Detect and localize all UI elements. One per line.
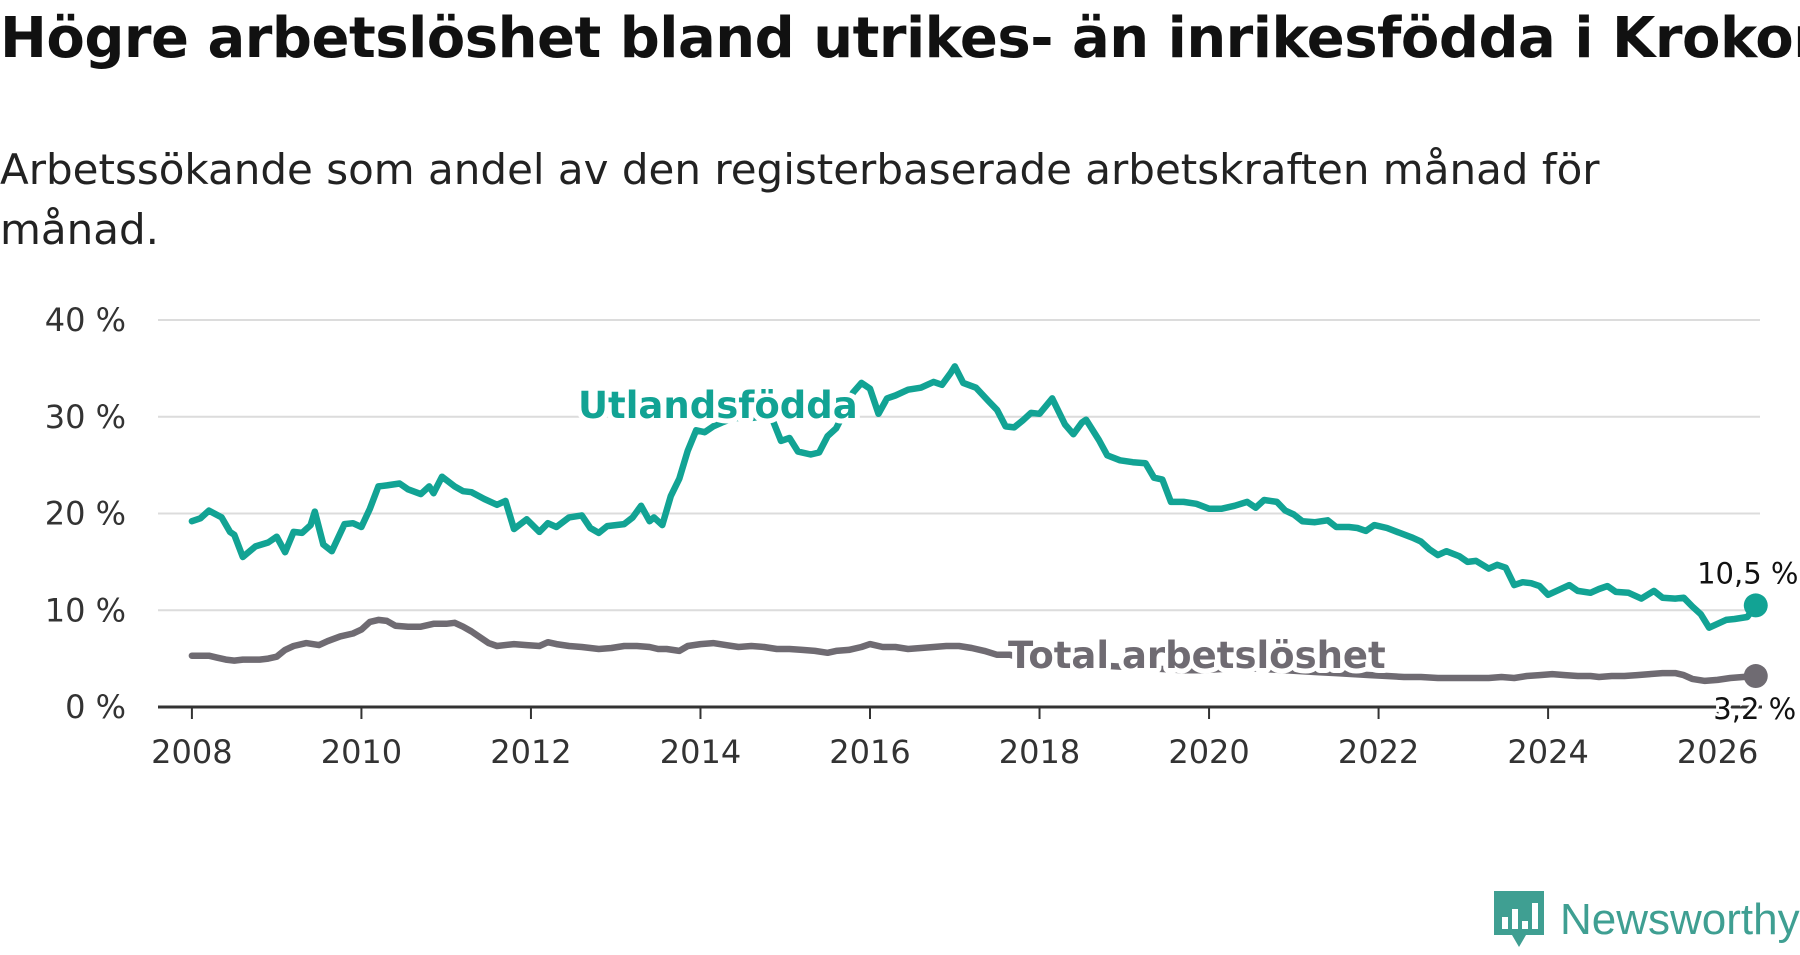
x-tick-label: 2014 xyxy=(660,733,741,771)
series-endpoint-total xyxy=(1743,664,1768,689)
series-line-total xyxy=(188,616,1760,685)
gridlines xyxy=(158,319,1760,612)
y-tick-label: 40 % xyxy=(45,301,126,339)
x-tick-label: 2010 xyxy=(321,733,402,771)
y-tick-label: 20 % xyxy=(45,495,126,533)
x-tick-label: 2022 xyxy=(1338,733,1419,771)
series-label-total: Total arbetslöshet xyxy=(1008,634,1386,677)
series-labels: Utlandsfödda Total arbetslöshet 10,5 % 3,2 … xyxy=(573,379,1800,729)
end-label-utlandsfodda: 10,5 % xyxy=(1697,556,1798,590)
series-label-utlandsfodda: Utlandsfödda xyxy=(578,384,858,427)
chart-subtitle: Arbetssökande som andel av den registerb… xyxy=(0,145,1600,254)
y-axis: 0 % 10 % 20 % 30 % 40 % xyxy=(45,301,126,726)
newsworthy-logo-icon xyxy=(1494,891,1544,947)
y-tick-label: 0 % xyxy=(65,688,126,726)
x-axis: 2008 2010 2012 2014 2016 2018 2020 2022 2024 2026 xyxy=(151,705,1762,771)
series-line-utlandsfodda xyxy=(188,363,1760,631)
x-tick-label: 2018 xyxy=(999,733,1080,771)
x-tick-label: 2008 xyxy=(151,733,232,771)
x-tick-label: 2024 xyxy=(1507,733,1588,771)
chart-title: Högre arbetslöshet bland utrikes- än inr… xyxy=(0,6,1800,71)
line-chart: 0 % 10 % 20 % 30 % 40 % 2008 2010 2012 2014 2016… xyxy=(45,301,1800,771)
series-endpoint-utlandsfodda xyxy=(1743,593,1768,618)
x-tick-label: 2020 xyxy=(1168,733,1249,771)
end-label-total: 3,2 % xyxy=(1713,692,1796,726)
series-layer xyxy=(188,363,1768,689)
x-tick-label: 2016 xyxy=(829,733,910,771)
brand-name: Newsworthy xyxy=(1560,895,1800,944)
y-tick-label: 30 % xyxy=(45,398,126,436)
x-tick-label: 2026 xyxy=(1677,733,1758,771)
y-tick-label: 10 % xyxy=(45,591,126,629)
x-tick-label: 2012 xyxy=(490,733,571,771)
brand: Newsworthy xyxy=(1490,885,1800,955)
